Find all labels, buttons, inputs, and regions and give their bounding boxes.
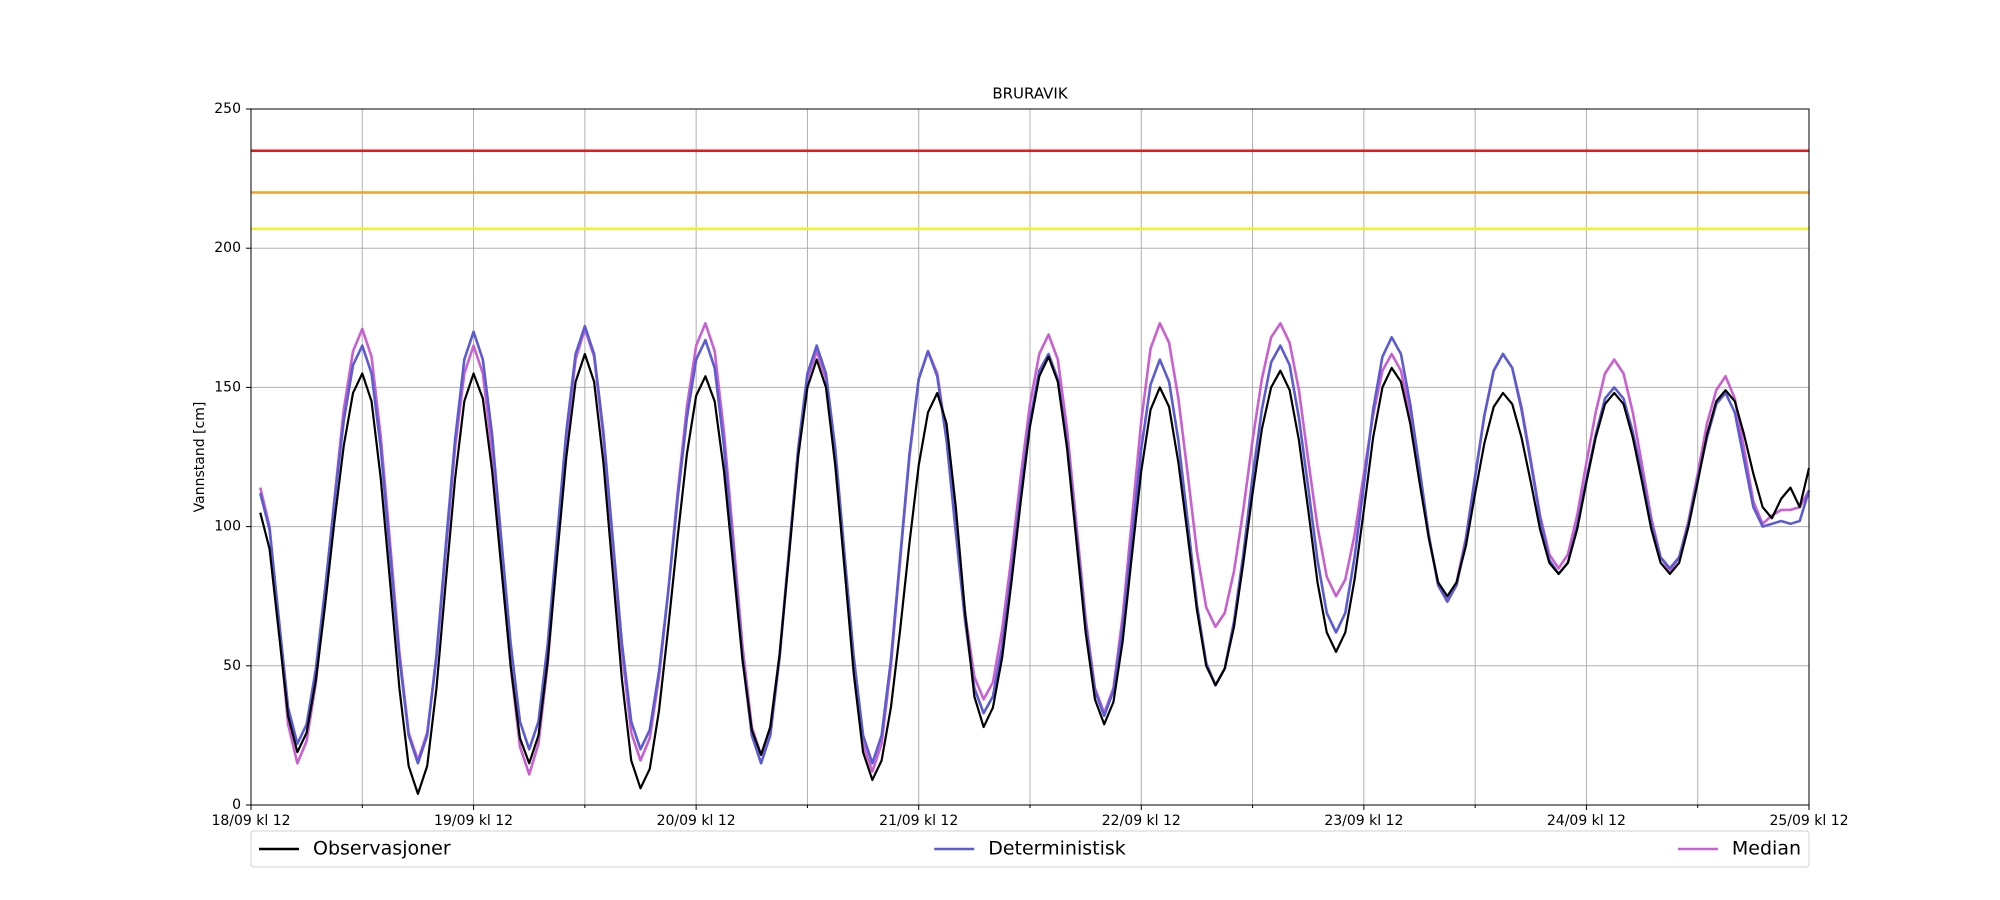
x-tick-label: 18/09 kl 12 — [211, 813, 290, 829]
series-line — [259, 324, 1811, 765]
legend-label: Observasjoner — [313, 838, 451, 860]
x-tick-label: 19/09 kl 12 — [434, 813, 513, 829]
series-line — [259, 352, 1811, 795]
y-tick-label: 0 — [232, 797, 241, 813]
chart-title: BRURAVIK — [992, 85, 1068, 103]
x-tick-label: 25/09 kl 12 — [1769, 813, 1848, 829]
y-tick-label: 50 — [223, 658, 241, 674]
legend-label: Deterministisk — [988, 838, 1126, 860]
x-tick-label: 22/09 kl 12 — [1102, 813, 1181, 829]
y-tick-label: 200 — [214, 240, 241, 256]
legend-label: Median — [1732, 838, 1801, 860]
legend-box — [250, 830, 1810, 868]
y-tick-label: 100 — [214, 519, 241, 535]
plot-frame — [250, 108, 1810, 806]
y-tick-label: 250 — [214, 101, 241, 117]
x-tick-label: 21/09 kl 12 — [879, 813, 958, 829]
x-tick-label: 20/09 kl 12 — [657, 813, 736, 829]
x-tick-label: 23/09 kl 12 — [1324, 813, 1403, 829]
y-tick-label: 150 — [214, 379, 241, 395]
y-axis-label: Vannstand [cm] — [192, 402, 208, 513]
x-tick-label: 24/09 kl 12 — [1547, 813, 1626, 829]
